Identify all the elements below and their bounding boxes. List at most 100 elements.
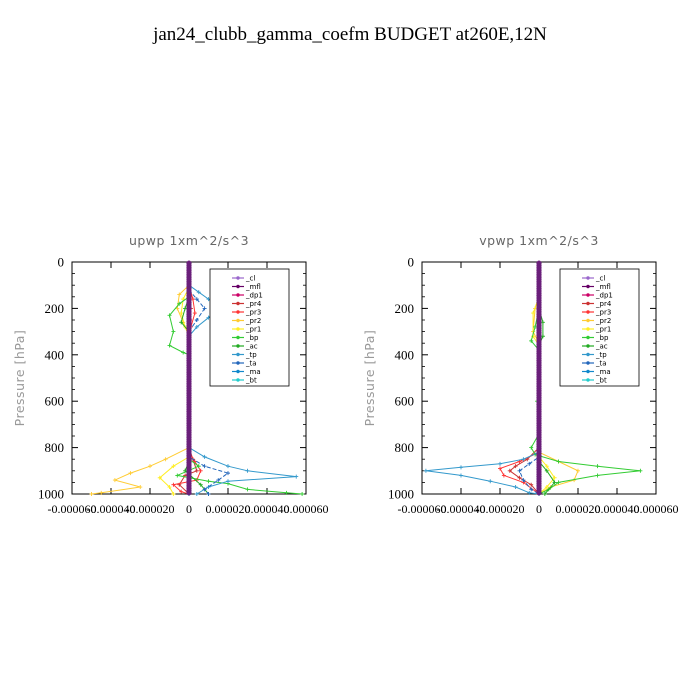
legend-marker [586,301,590,306]
series-marker-pr2 [138,485,143,490]
legend-entry-label: _pr2 [595,317,611,325]
y-tick-label: 200 [395,301,415,316]
series-marker-tp [194,324,199,329]
y-tick-label: 800 [395,440,415,455]
x-tick-label: -0.000060 [48,502,97,516]
series-marker-tp [459,473,463,478]
legend-box [559,268,640,387]
figure-title: jan24_clubb_gamma_coefm BUDGET at260E,12… [152,24,547,45]
x-tick-label: 0.000020 [556,502,601,516]
legend-entry-label: _pr3 [595,309,611,317]
y-tick-label: 400 [45,347,65,362]
y-tick-label: 200 [45,301,65,316]
series-marker-pr4 [194,468,199,473]
series-marker-pr3 [498,466,502,471]
series-marker-tp [226,479,230,484]
legend-marker [236,276,240,280]
series-marker-bp [167,313,172,318]
legend-marker [586,310,590,314]
series-marker-ta [202,464,207,469]
series-marker-ta [216,478,221,483]
legend-marker [586,293,590,297]
series-marker-pr3 [171,482,176,487]
series-marker-pr2 [89,492,94,496]
legend-entry-label: _ta [245,360,257,368]
legend-marker [236,369,240,374]
legend-entry-label: _ma [595,368,611,376]
series-marker-tp [196,290,201,295]
series-marker-bp [595,473,600,478]
legend-box [209,268,290,387]
legend-entry-label: _pr3 [245,309,261,317]
series-marker-tp [498,461,502,466]
series-marker-tp [206,485,211,490]
legend-entry-label: _ac [595,343,608,351]
legend-marker [586,318,590,323]
series-marker-ta [517,468,522,473]
legend-marker [586,352,590,357]
legend-entry-label: _dp1 [595,292,613,300]
y-axis-label: Pressure [hPa] [362,330,377,427]
legend-marker [236,318,240,323]
y-tick-label: 800 [45,440,65,455]
legend-marker [236,352,240,357]
series-line-pr3 [172,285,202,495]
series-marker-bp [175,473,180,478]
series-marker-bp [533,324,538,329]
legend-marker [236,327,240,331]
series-marker-bp [595,464,600,469]
series-marker-bp [196,464,201,469]
legend-marker [236,378,240,382]
series-marker-bp [529,338,534,343]
series-marker-pr3 [198,468,203,473]
series-marker-bp [171,329,176,334]
series-marker-bp [556,459,561,464]
series-marker-ta [527,461,532,466]
series-marker-pr1 [552,475,557,480]
x-tick-label: -0.000020 [476,502,525,516]
legend-marker [586,335,590,340]
series-marker-pr2 [128,471,133,476]
series-marker-ta [202,487,207,492]
legend-marker [586,344,590,348]
chart-panel-vpwp: vpwp 1xm^2/s^3 Pressure [hPa] 0 200 400 600 80… [362,233,679,516]
y-tick-label: 600 [45,394,65,409]
legend-entry-label: _ta [595,360,607,368]
series-marker-tp [521,457,526,462]
legend-marker [236,284,240,289]
series-marker-tp [513,485,518,490]
series-marker-bp [245,487,250,492]
series-marker-ac [540,320,545,325]
center-series-marker [186,490,192,496]
x-tick-label: 0 [186,502,192,516]
legend-marker [236,361,240,365]
x-tick-label: 0.000060 [284,502,329,516]
x-tick-label: -0.000040 [87,502,136,516]
y-tick-label: 400 [395,347,415,362]
legend-entry-label: _tp [245,351,257,359]
series-marker-ta [194,297,199,302]
y-tick-label: 0 [408,255,415,270]
series-marker-ta [202,306,207,311]
series-marker-bp [206,479,211,484]
series-marker-bp [167,343,172,348]
series-marker-pr2 [163,457,168,462]
series-marker-pr4 [529,482,534,487]
x-tick-label: -0.000020 [126,502,175,516]
series-marker-ta [194,318,199,322]
series-marker-ac [542,492,547,496]
series-marker-pr1 [171,464,176,469]
legend-entry-label: _dp1 [245,292,263,300]
legend-entry-label: _mfl [245,283,261,291]
series-marker-ac [198,482,203,487]
series-marker-pr1 [544,464,549,469]
series-marker-pr2 [148,464,152,469]
series-marker-tp [459,465,463,470]
series-marker-pr2 [112,478,117,483]
legend-marker [236,310,240,314]
series-marker-pr1 [179,311,184,316]
y-axis-label: Pressure [hPa] [12,330,27,427]
series-marker-bp [284,490,289,495]
legend-entry-label: _pr2 [245,317,261,325]
series-marker-pr1 [167,485,172,490]
